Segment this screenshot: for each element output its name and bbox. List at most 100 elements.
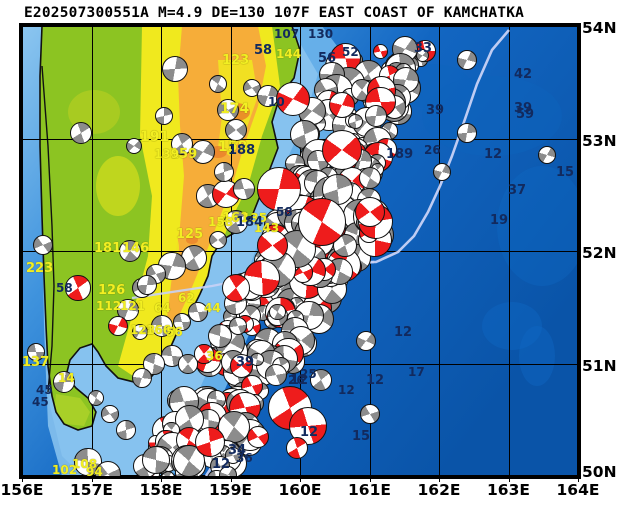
focal-mechanism-beachball [433,163,452,182]
depth-label: 15 [352,429,371,444]
focal-mechanism-beachball [117,299,139,321]
map-canvas[interactable]: 191 174 158 159 161 135 143 125 158 181 146 223 126 1… [22,26,578,476]
depth-label: 52 [342,45,359,59]
depth-label: 64 [154,301,171,315]
depth-label: 126 [98,283,126,298]
focal-mechanism-beachball [131,323,149,341]
depth-label: 181 [94,241,122,256]
focal-mechanism-beachball [194,344,214,364]
x-tick-2: 158E [139,481,183,499]
depth-label: 10 [268,95,285,109]
depth-label: 62 [178,291,195,305]
depth-label: 42 [514,67,533,82]
depth-label: 26 [288,373,305,387]
depth-label: 137 [22,355,50,370]
focal-mechanism-beachball [224,447,242,464]
depth-label: 12 [366,373,385,388]
depth-label: 45 [32,395,49,409]
depth-label: 130 [308,27,334,41]
y-tick-4: 50N [582,463,617,481]
focal-mechanism-beachball [456,122,477,143]
focal-mechanism-beachball [137,274,158,295]
depth-label: 58 [254,43,273,58]
focal-mechanism-beachball [250,352,264,367]
depth-label: 12 [290,373,309,388]
depth-label: 123 [222,53,250,68]
x-tick-3: 159E [209,481,252,499]
x-tick-0: 156E [0,481,44,499]
focal-mechanism-beachball [190,140,215,164]
focal-mechanism-beachball [365,105,388,127]
focal-mechanism-beachball [233,178,256,201]
focal-mechanism-beachball [244,260,280,296]
depth-label: 184 [236,215,264,230]
x-tick-5: 161E [348,481,391,499]
y-tick-1: 53N [582,132,617,150]
focal-mechanism-beachball [537,146,556,165]
depth-label: 128 [130,323,156,337]
depth-label: 36 [206,349,223,363]
focal-mechanism-beachball [264,363,287,386]
focal-mechanism-beachball [333,233,357,258]
depth-label: 108 [72,457,98,471]
focal-mechanism-beachball [355,197,385,227]
depth-label: 39 [426,103,445,118]
depth-label: 158 [208,215,234,229]
depth-label: 135 [242,211,268,225]
depth-label: 17 [408,365,425,379]
focal-mechanism-beachball [87,389,105,407]
x-tick-7: 163E [487,481,530,499]
focal-mechanism-beachball [257,167,302,212]
depth-label: 125 [176,227,204,242]
focal-mechanism-beachball [229,354,253,378]
focal-mechanism-beachball [118,240,141,262]
depth-label: 191 [140,129,170,145]
depth-label: 58 [56,281,73,295]
focal-mechanism-beachball [52,370,76,394]
focal-mechanism-beachball [222,274,250,302]
focal-mechanism-beachball [456,49,477,70]
depth-label: 107 [274,27,300,41]
depth-label: 36 [236,451,253,465]
focal-mechanism-beachball [228,316,248,336]
focal-mechanism-beachball [143,353,165,375]
depth-label: 12 [484,147,503,162]
focal-mechanism-beachball [256,230,288,262]
depth-label: 144 [276,47,302,61]
focal-mechanism-beachball [107,315,128,336]
focal-mechanism-beachball [372,43,388,59]
focal-mechanism-beachball [247,425,270,448]
focal-mechanism-beachball [187,301,209,323]
depth-label: 174 [220,101,250,117]
focal-mechanism-beachball [150,314,174,338]
focal-mechanism-beachball [358,166,381,189]
focal-mechanism-beachball [32,235,53,256]
page-title: E202507300551A M=4.9 DE=130 107F EAST CO… [24,5,525,21]
focal-mechanism-beachball [207,323,233,349]
x-tick-8: 164E [556,481,600,499]
focal-mechanism-beachball [328,91,355,118]
y-tick-3: 51N [582,357,617,375]
depth-label: 158 [218,139,248,155]
focal-mechanism-beachball [223,209,249,235]
depth-label: 223 [26,261,54,276]
focal-mechanism-beachball [213,162,234,183]
depth-label: 94 [86,465,103,476]
focal-mechanism-beachball [269,303,287,321]
focal-mechanism-beachball [208,74,228,94]
focal-mechanism-beachball [141,446,170,474]
focal-mechanism-beachball [101,405,119,423]
focal-mechanism-beachball [65,275,91,301]
focal-mechanism-beachball [172,312,192,332]
focal-mechanism-beachball [161,55,188,82]
depth-label: 121 [120,299,146,313]
y-tick-0: 54N [582,19,617,37]
focal-mechanism-beachball [131,367,153,389]
depth-label: 12 [300,425,319,440]
depth-label: 189 [386,147,414,162]
depth-label: 161 [222,211,250,226]
depth-label: 37 [508,183,527,198]
depth-label: 58 [276,205,293,219]
depth-label: 12 [394,325,413,340]
